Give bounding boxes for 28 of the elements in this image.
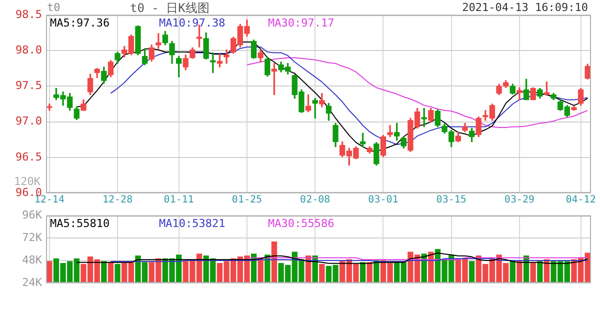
text: MA5:97.36 bbox=[50, 16, 110, 30]
text: MA10:97.38 bbox=[159, 16, 226, 30]
y-tick-label: 98.5 bbox=[16, 8, 42, 21]
x-tick-label: 03-01 bbox=[368, 194, 398, 206]
text: MA30:97.17 bbox=[268, 16, 334, 30]
chart-title: t0 - 日K线图 bbox=[130, 1, 210, 15]
x-tick-label: 04-12 bbox=[566, 194, 596, 206]
text: MA30:55586 bbox=[268, 216, 334, 230]
y-tick-label: 24K bbox=[22, 276, 42, 289]
text: 2021-04-13 16:09:10 bbox=[462, 1, 588, 14]
x-tick-label: 03-29 bbox=[504, 194, 535, 206]
x-tick-label: 12-28 bbox=[102, 194, 133, 206]
y-tick-label: 96.5 bbox=[16, 150, 42, 164]
y-tick-label: 97.5 bbox=[16, 79, 42, 92]
y-tick-label: 72K bbox=[22, 230, 42, 244]
x-tick-label: 01-11 bbox=[164, 194, 194, 206]
y-tick-label: 97.0 bbox=[16, 114, 42, 128]
x-tick-label: 12-14 bbox=[34, 194, 64, 206]
y-tick-label: 48K bbox=[22, 253, 42, 266]
x-tick-label: 01-25 bbox=[232, 194, 262, 206]
text: 120K bbox=[14, 175, 40, 188]
text: MA10:53821 bbox=[159, 216, 226, 230]
y-tick-label: 98.0 bbox=[16, 43, 42, 56]
text: MA5:55810 bbox=[50, 216, 110, 230]
x-tick-label: 02-08 bbox=[300, 194, 330, 206]
x-tick-label: 03-15 bbox=[436, 194, 466, 206]
y-axis-title: t0 bbox=[47, 1, 60, 14]
y-tick-label: 96K bbox=[22, 208, 42, 222]
